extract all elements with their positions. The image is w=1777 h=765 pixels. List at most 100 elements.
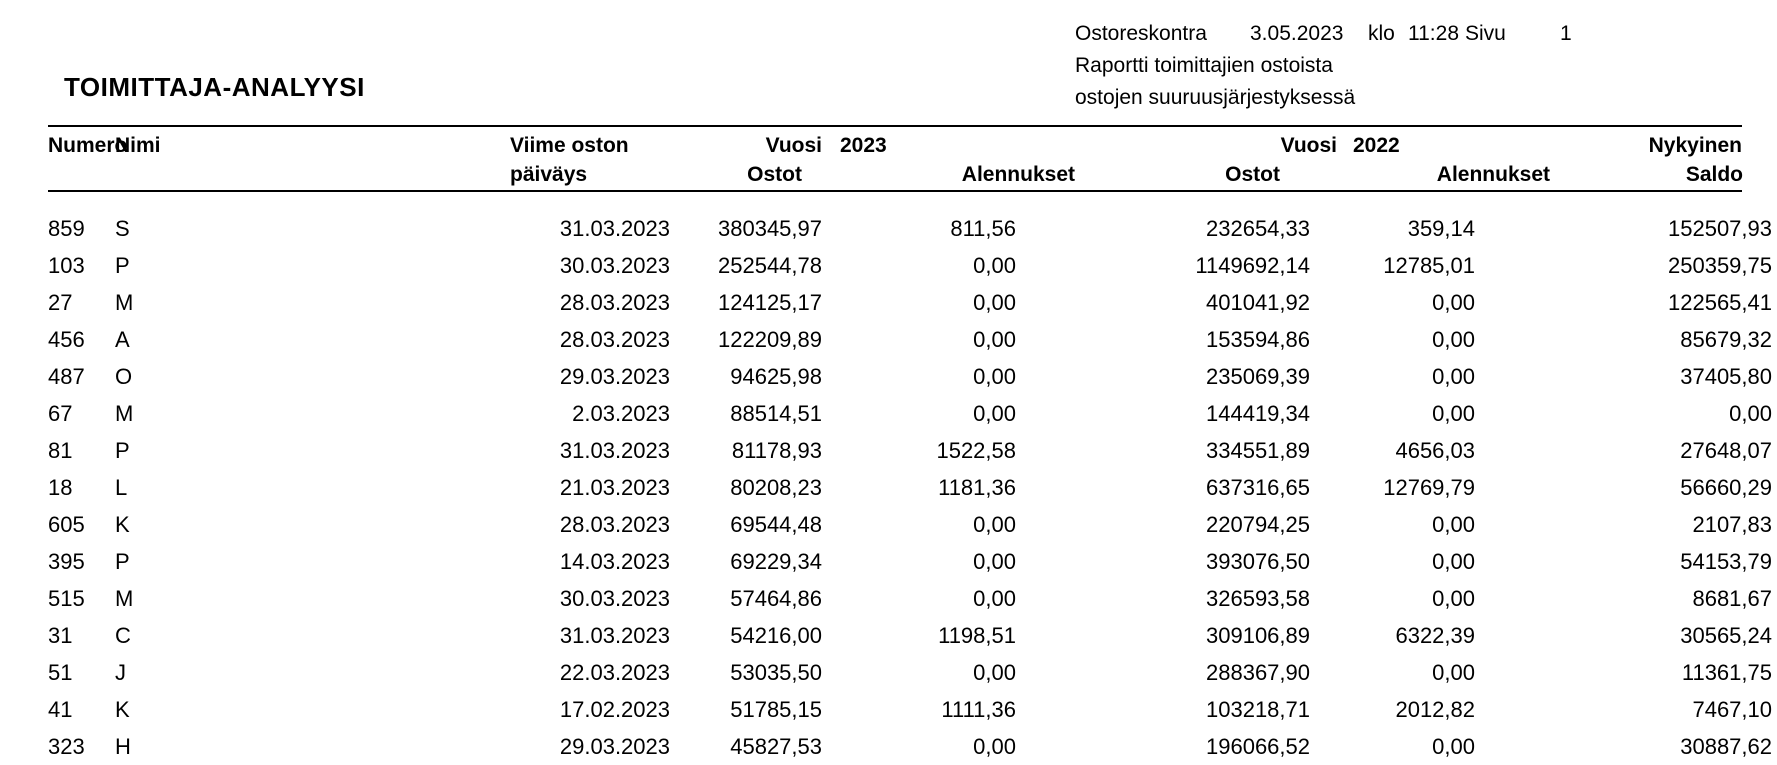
cell-ostot-2023: 252544,78 — [718, 253, 822, 278]
cell-ostot-2023: 51785,15 — [730, 697, 822, 722]
cell-paivays: 30.03.2023 — [559, 586, 670, 611]
col-header-numero: Numero — [48, 134, 128, 157]
app-name: Ostoreskontra — [1075, 22, 1207, 45]
table-row: 41 K 17.02.2023 51785,15 1111,36 103218,71 201… — [0, 697, 1777, 734]
page-title: TOIMITTAJA-ANALYYSI — [64, 72, 365, 102]
col-header-alennukset-2023: Alennukset — [961, 163, 1075, 186]
table-row: 18 L 21.03.2023 80208,23 1181,36 637316,65 127… — [0, 475, 1777, 512]
cell-ostot-2023: 124125,17 — [718, 290, 822, 315]
cell-numero: 18 — [48, 475, 73, 500]
cell-saldo: 30887,62 — [1680, 734, 1772, 759]
cell-ostot-2022: 220794,25 — [1206, 512, 1310, 537]
cell-saldo: 2107,83 — [1692, 512, 1772, 537]
cell-ostot-2022: 144419,34 — [1206, 401, 1310, 426]
cell-nimi: O — [115, 364, 133, 389]
table-row: 51 J 22.03.2023 53035,50 0,00 288367,90 0,00 11… — [0, 660, 1777, 697]
cell-nimi: K — [115, 697, 130, 722]
cell-paivays: 28.03.2023 — [559, 512, 670, 537]
cell-alennukset-2022: 12785,01 — [1383, 253, 1475, 278]
cell-ostot-2022: 196066,52 — [1206, 734, 1310, 759]
cell-nimi: K — [115, 512, 130, 537]
cell-alennukset-2022: 6322,39 — [1395, 623, 1475, 648]
cell-ostot-2023: 81178,93 — [731, 438, 822, 463]
cell-ostot-2022: 637316,65 — [1206, 475, 1310, 500]
cell-numero: 81 — [48, 438, 73, 463]
page-number: 1 — [1560, 22, 1572, 45]
col-header-year-2022: 2022 — [1353, 134, 1400, 157]
cell-numero: 51 — [48, 660, 73, 685]
table-row: 605 K 28.03.2023 69544,48 0,00 220794,25 0,00 2… — [0, 512, 1777, 549]
cell-ostot-2023: 94625,98 — [730, 364, 822, 389]
cell-ostot-2022: 326593,58 — [1206, 586, 1310, 611]
cell-nimi: L — [115, 475, 128, 500]
table-row: 515 M 30.03.2023 57464,86 0,00 326593,58 0,00 8… — [0, 586, 1777, 623]
cell-alennukset-2022: 0,00 — [1432, 586, 1475, 611]
col-header-vuosi-2022: Vuosi — [1280, 134, 1337, 157]
cell-nimi: J — [115, 660, 126, 685]
cell-saldo: 27648,07 — [1680, 438, 1772, 463]
cell-numero: 395 — [48, 549, 85, 574]
cell-paivays: 28.03.2023 — [559, 327, 670, 352]
cell-saldo: 7467,10 — [1692, 697, 1772, 722]
cell-numero: 31 — [48, 623, 73, 648]
report-time: 11:28 — [1408, 22, 1459, 45]
table-row: 31 C 31.03.2023 54216,00 1198,51 309106,89 632… — [0, 623, 1777, 660]
col-header-nimi: Nimi — [115, 134, 161, 157]
cell-ostot-2023: 57464,86 — [730, 586, 822, 611]
cell-numero: 323 — [48, 734, 85, 759]
cell-numero: 859 — [48, 216, 85, 241]
cell-paivays: 14.03.2023 — [559, 549, 670, 574]
cell-alennukset-2023: 811,56 — [950, 216, 1016, 241]
cell-numero: 487 — [48, 364, 85, 389]
table-row: 27 M 28.03.2023 124125,17 0,00 401041,92 0,00 1… — [0, 290, 1777, 327]
cell-alennukset-2022: 2012,82 — [1395, 697, 1475, 722]
cell-saldo: 250359,75 — [1668, 253, 1772, 278]
cell-saldo: 56660,29 — [1680, 475, 1772, 500]
cell-paivays: 29.03.2023 — [559, 364, 670, 389]
cell-alennukset-2022: 0,00 — [1432, 512, 1475, 537]
cell-ostot-2022: 1149692,14 — [1195, 253, 1310, 278]
cell-numero: 27 — [48, 290, 73, 315]
cell-ostot-2022: 153594,86 — [1206, 327, 1310, 352]
col-header-nykyinen: Nykyinen — [1648, 134, 1742, 157]
cell-alennukset-2023: 0,00 — [973, 253, 1016, 278]
cell-alennukset-2023: 0,00 — [973, 327, 1016, 352]
cell-alennukset-2023: 1522,58 — [936, 438, 1016, 463]
report-subtitle-2: ostojen suuruusjärjestyksessä — [1075, 86, 1356, 109]
cell-nimi: S — [115, 216, 130, 241]
cell-ostot-2023: 88514,51 — [730, 401, 822, 426]
cell-alennukset-2022: 0,00 — [1432, 734, 1475, 759]
cell-alennukset-2023: 0,00 — [973, 512, 1016, 537]
cell-numero: 41 — [48, 697, 73, 722]
table-row: 323 H 29.03.2023 45827,53 0,00 196066,52 0,00 3… — [0, 734, 1777, 765]
cell-numero: 456 — [48, 327, 85, 352]
cell-paivays: 21.03.2023 — [559, 475, 670, 500]
header-rule-top — [48, 125, 1742, 127]
cell-alennukset-2023: 1198,51 — [938, 623, 1016, 648]
report-subtitle-1: Raportti toimittajien ostoista — [1075, 54, 1333, 77]
cell-nimi: P — [115, 253, 130, 278]
cell-alennukset-2022: 0,00 — [1432, 364, 1475, 389]
cell-ostot-2022: 232654,33 — [1206, 216, 1310, 241]
cell-ostot-2022: 393076,50 — [1206, 549, 1310, 574]
cell-saldo: 11361,75 — [1681, 660, 1772, 685]
cell-paivays: 28.03.2023 — [559, 290, 670, 315]
cell-numero: 605 — [48, 512, 85, 537]
cell-ostot-2022: 401041,92 — [1206, 290, 1310, 315]
cell-ostot-2022: 288367,90 — [1206, 660, 1310, 685]
cell-alennukset-2023: 0,00 — [973, 364, 1016, 389]
cell-alennukset-2022: 0,00 — [1432, 327, 1475, 352]
cell-nimi: M — [115, 290, 134, 315]
cell-ostot-2023: 380345,97 — [718, 216, 822, 241]
cell-alennukset-2022: 0,00 — [1432, 401, 1475, 426]
cell-paivays: 2.03.2023 — [572, 401, 670, 426]
cell-ostot-2022: 334551,89 — [1206, 438, 1310, 463]
cell-ostot-2023: 45827,53 — [730, 734, 822, 759]
cell-paivays: 29.03.2023 — [559, 734, 670, 759]
cell-paivays: 31.03.2023 — [559, 216, 670, 241]
cell-paivays: 31.03.2023 — [559, 623, 670, 648]
cell-saldo: 0,00 — [1729, 401, 1772, 426]
col-header-vuosi-2023: Vuosi — [765, 134, 822, 157]
cell-nimi: P — [115, 438, 130, 463]
cell-alennukset-2023: 1181,36 — [938, 475, 1016, 500]
